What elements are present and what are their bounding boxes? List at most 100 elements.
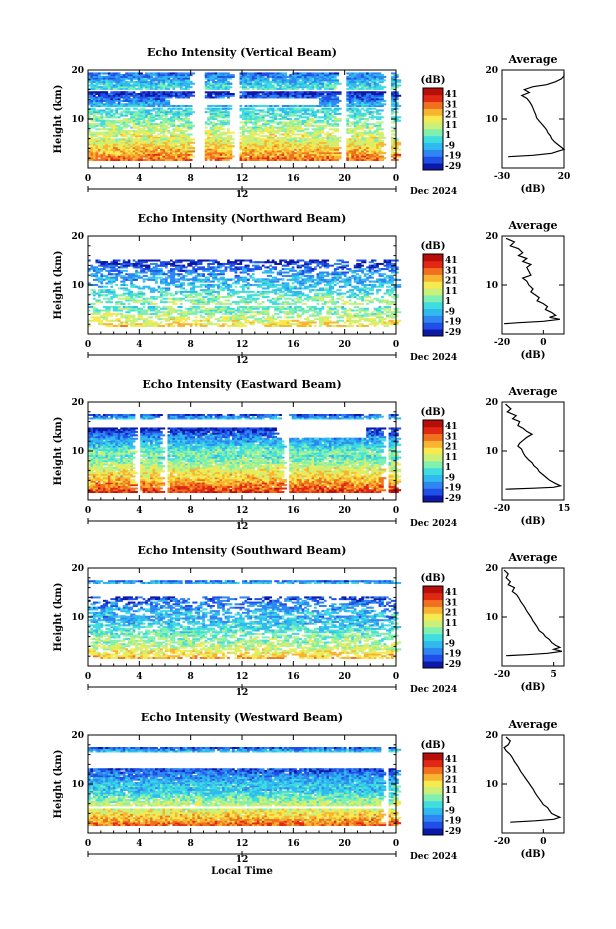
heatmap-cell bbox=[204, 138, 213, 141]
heatmap-cell bbox=[199, 299, 203, 302]
heatmap-cell bbox=[147, 143, 151, 146]
heatmap-cell bbox=[284, 82, 287, 85]
heatmap-cell bbox=[125, 82, 128, 85]
heatmap-cell bbox=[177, 81, 186, 84]
heatmap-cell bbox=[145, 145, 148, 148]
heatmap-cell bbox=[167, 316, 171, 319]
heatmap-cell bbox=[326, 146, 330, 149]
heatmap-cell bbox=[284, 112, 292, 115]
heatmap-cell bbox=[373, 94, 377, 97]
heatmap-cell bbox=[246, 131, 253, 134]
heatmap-cell bbox=[112, 278, 116, 281]
heatmap-cell bbox=[222, 81, 225, 84]
heatmap-cell bbox=[110, 268, 118, 271]
heatmap-cell bbox=[197, 262, 203, 265]
heatmap-cell bbox=[125, 266, 128, 269]
heatmap-cell bbox=[157, 143, 161, 146]
heatmap-cell bbox=[187, 262, 191, 265]
heatmap-cell bbox=[105, 309, 111, 312]
heatmap-cell bbox=[165, 284, 171, 287]
heatmap-cell bbox=[140, 98, 143, 101]
heatmap-cell bbox=[217, 301, 220, 304]
heatmap-cell bbox=[269, 135, 272, 138]
heatmap-cell bbox=[162, 82, 166, 85]
heatmap-cell bbox=[242, 84, 245, 87]
heatmap-cell bbox=[212, 74, 215, 77]
heatmap-cell bbox=[346, 141, 349, 144]
heatmap-cell bbox=[130, 152, 133, 155]
heatmap-cell bbox=[264, 158, 268, 161]
heatmap-cell bbox=[212, 81, 220, 84]
heatmap-cell bbox=[184, 119, 188, 122]
heatmap-cell bbox=[160, 77, 163, 80]
heatmap-cell bbox=[319, 98, 325, 101]
heatmap-cell bbox=[209, 79, 213, 82]
heatmap-cell bbox=[165, 86, 168, 89]
heatmap-cell bbox=[132, 116, 136, 119]
heatmap-cell bbox=[251, 131, 258, 134]
heatmap-cell bbox=[246, 153, 250, 156]
heatmap-cell bbox=[135, 269, 138, 272]
heatmap-cell bbox=[92, 112, 99, 115]
heatmap-cell bbox=[353, 111, 357, 114]
heatmap-cell bbox=[167, 312, 171, 315]
heatmap-cell bbox=[155, 130, 158, 133]
heatmap-cell bbox=[391, 87, 397, 90]
heatmap-cell bbox=[107, 130, 114, 133]
heatmap-cell bbox=[321, 82, 325, 85]
x-tick-label: 0 bbox=[85, 174, 91, 184]
heatmap-cell bbox=[271, 96, 275, 99]
heatmap-cell bbox=[204, 158, 208, 161]
heatmap-cell bbox=[264, 130, 272, 133]
heatmap-cell bbox=[152, 268, 161, 271]
heatmap-cell bbox=[311, 81, 320, 84]
heatmap-cell bbox=[182, 105, 186, 108]
heatmap-cell bbox=[142, 285, 151, 288]
heatmap-cell bbox=[246, 114, 253, 117]
heatmap-cell bbox=[125, 112, 133, 115]
heatmap-cell bbox=[291, 131, 295, 134]
heatmap-cell bbox=[333, 112, 342, 115]
heatmap-cell bbox=[150, 153, 153, 156]
heatmap-cell bbox=[237, 307, 240, 310]
heatmap-cell bbox=[319, 72, 322, 75]
heatmap-cell bbox=[222, 158, 225, 161]
heatmap-cell bbox=[152, 135, 158, 138]
heatmap-cell bbox=[227, 319, 233, 322]
heatmap-cell bbox=[160, 278, 163, 281]
heatmap-cell bbox=[135, 273, 138, 276]
heatmap-cell bbox=[157, 268, 163, 271]
heatmap-cell bbox=[105, 79, 109, 82]
heatmap-cell bbox=[289, 112, 297, 115]
heatmap-cell bbox=[165, 114, 168, 117]
heatmap-cell bbox=[160, 143, 163, 146]
colorbar-segment bbox=[423, 108, 443, 116]
heatmap-cell bbox=[174, 118, 183, 121]
heatmap-cell bbox=[373, 87, 377, 90]
heatmap-cell bbox=[246, 152, 250, 155]
heatmap-cell bbox=[110, 145, 114, 148]
heatmap-cell bbox=[102, 94, 111, 97]
heatmap-cell bbox=[222, 74, 225, 77]
heatmap-cell bbox=[102, 294, 106, 297]
heatmap-cell bbox=[162, 150, 166, 153]
heatmap-cell bbox=[150, 323, 156, 326]
heatmap-cell bbox=[333, 82, 342, 85]
heatmap-cell bbox=[222, 155, 230, 158]
heatmap-cell bbox=[378, 98, 384, 101]
heatmap-cell bbox=[333, 157, 342, 160]
heatmap-cell bbox=[217, 324, 220, 327]
heatmap-cell bbox=[316, 96, 320, 99]
heatmap-cell bbox=[373, 84, 382, 87]
heatmap-cell bbox=[209, 141, 213, 144]
heatmap-cell bbox=[160, 311, 163, 314]
heatmap-cell bbox=[112, 86, 121, 89]
heatmap-cell bbox=[192, 302, 200, 305]
heatmap-cell bbox=[112, 109, 116, 112]
heatmap-cell bbox=[306, 109, 310, 112]
heatmap-cell bbox=[246, 119, 250, 122]
heatmap-cell bbox=[242, 307, 248, 310]
heatmap-cell bbox=[244, 96, 248, 99]
heatmap-cell bbox=[172, 136, 181, 139]
heatmap-cell bbox=[157, 324, 166, 327]
